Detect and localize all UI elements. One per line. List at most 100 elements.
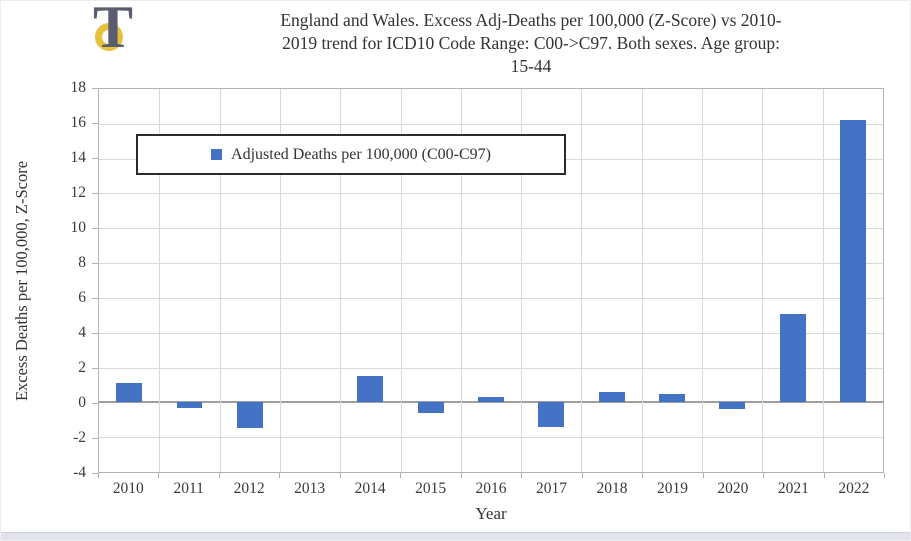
x-tick-mark [218,473,220,478]
bar-2017 [538,402,565,427]
y-tick-mark [92,263,98,264]
x-tick-mark [642,473,644,478]
x-tick-mark [98,473,99,478]
x-tick-mark [521,473,523,478]
y-axis-ticks: 18 16 14 12 10 8 6 4 2 0 -2 -4 [1,79,98,481]
y-tick-label: 10 [70,219,87,236]
bar-2012 [236,402,263,429]
h-gridline [99,123,883,125]
y-tick-label: 0 [78,394,86,411]
h-gridline [99,228,883,230]
v-gridline [219,89,221,472]
y-tick-mark [92,403,98,404]
x-tick-label: 2018 [596,480,628,497]
y-tick-label: 2 [78,359,86,376]
x-tick-label: 2010 [112,480,144,497]
bar-2016 [478,397,504,403]
chart-title: England and Wales. Excess Adj-Deaths per… [280,10,782,76]
zero-axis-line [99,401,883,404]
v-gridline [822,89,824,472]
x-tick-mark [823,473,825,478]
y-tick-mark [92,298,98,299]
v-gridline [400,89,402,472]
bar-column-2018 [582,89,642,472]
bar-2014 [357,376,384,403]
bar-column-2010 [99,89,159,472]
h-gridline [99,367,883,369]
x-axis-title: Year [475,504,507,523]
x-tick-label: 2014 [354,480,386,497]
y-tick-label: -2 [73,429,86,446]
v-gridline [159,89,161,472]
x-tick-mark [763,473,765,478]
bar-column-2021 [762,89,822,472]
x-tick-mark [158,473,160,478]
x-tick-mark [581,473,583,478]
bar-2018 [598,391,625,403]
v-gridline [340,89,342,472]
y-tick-mark [92,88,98,89]
y-tick-label: 4 [78,324,86,341]
h-gridline [99,437,883,439]
bar-column-2015 [401,89,461,472]
x-tick-mark [279,473,281,478]
y-tick-label: 12 [70,184,87,201]
x-tick-mark [460,473,462,478]
x-tick-label: 2011 [173,480,204,497]
h-gridline [99,193,883,195]
x-axis-labels: 2010 2011 2012 2013 2014 2015 2016 2017 2018 2019… [98,480,884,498]
y-tick-mark [92,123,98,124]
y-tick-label: -4 [73,464,86,481]
y-tick-label: 16 [70,114,87,131]
bar-2020 [719,402,746,410]
bar-column-2022 [823,89,883,472]
logo-letter: T [92,0,134,60]
y-tick-mark [92,333,98,334]
y-tick-label: 6 [78,289,86,306]
h-gridline [99,297,883,299]
logo-ring-icon [95,23,123,51]
y-tick-mark [92,368,98,369]
v-gridline [581,89,583,472]
y-tick-mark [92,473,98,474]
x-tick-label: 2015 [415,480,447,497]
bar-column-2014 [340,89,400,472]
bar-column-2016 [461,89,521,472]
y-tick-label: 18 [70,79,87,96]
bar-column-2017 [521,89,581,472]
x-tick-label: 2016 [475,480,507,497]
legend-label: Adjusted Deaths per 100,000 (C00-C97) [231,145,491,163]
v-gridline [279,89,281,472]
x-tick-label: 2012 [233,480,265,497]
x-tick-label: 2013 [294,480,326,497]
legend: Adjusted Deaths per 100,000 (C00-C97) [136,134,566,175]
y-tick-mark [92,438,98,439]
x-tick-mark [400,473,402,478]
x-tick-label: 2017 [536,480,568,497]
bar-column-2020 [702,89,762,472]
x-tick-mark [884,473,885,478]
x-axis-ticks [98,473,885,479]
x-tick-label: 2021 [777,480,809,497]
y-tick-mark [92,228,98,229]
x-tick-label: 2019 [656,480,688,497]
y-tick-mark [92,158,98,159]
bar-column-2012 [220,89,280,472]
legend-swatch-icon [211,149,223,160]
bar-column-2011 [159,89,219,472]
publisher-logo: T [85,0,151,65]
y-tick-label: 8 [78,254,86,271]
x-tick-label: 2020 [717,480,749,497]
x-tick-mark [702,473,704,478]
bottom-strip [1,532,910,540]
y-tick-label: 14 [70,149,87,166]
v-gridline [521,89,523,472]
bar-2022 [839,120,866,403]
x-tick-mark [339,473,341,478]
x-tick-label: 2022 [838,480,870,497]
v-gridline [762,89,764,472]
bar-2010 [116,383,143,403]
h-gridline [99,263,883,265]
bar-2019 [659,393,685,403]
